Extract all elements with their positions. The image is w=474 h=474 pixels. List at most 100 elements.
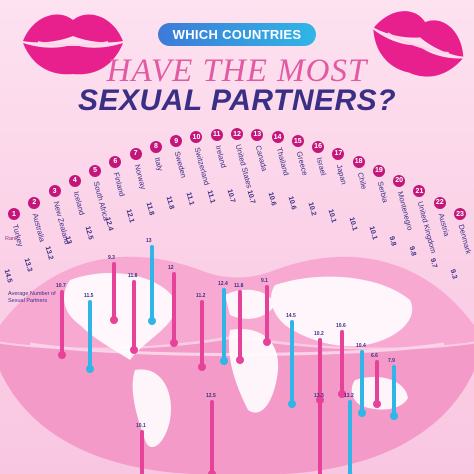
country-name: Serbia bbox=[375, 180, 390, 204]
country-value: 10.6 bbox=[266, 191, 277, 207]
average-label: Average Number of Sexual Partners bbox=[8, 291, 56, 304]
country-value: 12.5 bbox=[83, 225, 94, 241]
rank-badge: 21 bbox=[413, 185, 426, 198]
rank-badge: 1 bbox=[8, 208, 20, 220]
map-bar-value: 13.3 bbox=[314, 393, 324, 399]
map-bar bbox=[360, 350, 364, 412]
rank-badge: 18 bbox=[352, 155, 365, 168]
country-name: Canada bbox=[253, 144, 270, 172]
lips-right-icon bbox=[373, 11, 464, 77]
map-bar-value: 12 bbox=[168, 265, 174, 271]
rank-badge: 22 bbox=[433, 196, 446, 209]
map-bar bbox=[150, 245, 154, 320]
map-bar-bulb bbox=[208, 469, 216, 474]
rank-badge: 2 bbox=[28, 196, 41, 209]
rank-badge: 13 bbox=[251, 128, 264, 141]
map-bar bbox=[132, 280, 136, 349]
map-bar bbox=[392, 365, 396, 415]
map-bar bbox=[340, 330, 344, 393]
country-value: 10.7 bbox=[225, 188, 236, 204]
title-line-1: HAVE THE MOST bbox=[106, 53, 368, 89]
map-bar bbox=[348, 400, 352, 474]
map-bar-value: 7.9 bbox=[388, 358, 395, 364]
country-name: Austria bbox=[436, 211, 452, 237]
country-name: South Africa bbox=[91, 180, 111, 222]
country-name: Ireland bbox=[213, 144, 229, 169]
map-bar-value: 12.5 bbox=[206, 393, 216, 399]
rank-badge: 14 bbox=[271, 131, 284, 144]
country-value: 10.1 bbox=[347, 216, 358, 232]
map-bar bbox=[222, 288, 226, 360]
map-bar-bulb bbox=[220, 357, 228, 365]
title-line-2: SEXUAL PARTNERS? bbox=[77, 84, 397, 117]
map-bar-value: 9.1 bbox=[261, 278, 268, 284]
map-bar bbox=[318, 400, 322, 474]
rank-badge: 7 bbox=[129, 147, 142, 160]
rank-badge: 10 bbox=[190, 131, 203, 144]
map-bar-value: 10.1 bbox=[136, 423, 146, 429]
country-name: Israel bbox=[314, 156, 329, 177]
rank-badge: 19 bbox=[372, 164, 385, 177]
rank-badge: 20 bbox=[393, 174, 406, 187]
map-bar-value: 10.2 bbox=[314, 331, 324, 337]
map-bar-bulb bbox=[358, 409, 366, 417]
country-value: 10.1 bbox=[326, 208, 338, 224]
map-bar bbox=[88, 300, 92, 368]
map-bar-bulb bbox=[86, 364, 94, 373]
country-name: Chile bbox=[355, 170, 369, 190]
country-value: 9.8 bbox=[387, 235, 398, 247]
map-bar-value: 10.7 bbox=[56, 283, 66, 289]
rank-badge: 23 bbox=[454, 208, 466, 220]
map-bar-value: 13.2 bbox=[344, 393, 354, 399]
country-name: Norway bbox=[132, 162, 148, 190]
map-bar-value: 9.3 bbox=[108, 255, 115, 261]
rank-badge: 3 bbox=[48, 185, 61, 198]
country-value: 10.1 bbox=[367, 225, 378, 241]
country-name: Greece bbox=[294, 150, 310, 177]
map-bar bbox=[112, 262, 116, 319]
rank-badge: 15 bbox=[291, 135, 304, 148]
country-value: 11.8 bbox=[164, 195, 175, 211]
header-badge: WHICH COUNTRIES bbox=[158, 23, 316, 46]
map-bar-bulb bbox=[148, 317, 156, 325]
rank-badge: 17 bbox=[332, 147, 345, 160]
map-bar bbox=[238, 290, 242, 359]
map-bar-value: 11.2 bbox=[196, 293, 206, 299]
map-bar-bulb bbox=[236, 356, 244, 364]
map-bar-value: 10.6 bbox=[336, 323, 346, 329]
map-bar bbox=[200, 300, 204, 366]
map-bar bbox=[318, 338, 322, 399]
country-value: 11.8 bbox=[144, 201, 155, 216]
rank-badge: 16 bbox=[312, 140, 325, 153]
map-bar-value: 11.8 bbox=[234, 283, 244, 289]
lips-map-background bbox=[0, 256, 474, 474]
country-value: 12.4 bbox=[103, 216, 115, 232]
map-bar-bulb bbox=[198, 363, 206, 371]
rank-badge: 12 bbox=[231, 128, 243, 140]
rank-badge: 6 bbox=[109, 155, 122, 168]
country-name: Australia bbox=[30, 211, 48, 243]
country-name: Iceland bbox=[71, 190, 87, 216]
map-bar bbox=[172, 272, 176, 342]
rank-label: Rank bbox=[5, 236, 18, 242]
map-bar-value: 6.6 bbox=[371, 353, 378, 359]
map-bar-bulb bbox=[263, 337, 271, 346]
country-name: Japan bbox=[335, 162, 349, 185]
country-name: Switzerland bbox=[193, 146, 212, 187]
map-bar-value: 11.8 bbox=[128, 273, 138, 279]
map-bar-value: 13 bbox=[146, 238, 152, 244]
map-bar-bulb bbox=[390, 411, 398, 420]
map-bar bbox=[290, 320, 294, 403]
country-name: Thailand bbox=[274, 146, 291, 177]
map-bar-value: 12.4 bbox=[218, 281, 228, 287]
country-value: 10.7 bbox=[245, 189, 257, 205]
map-bar bbox=[60, 290, 64, 354]
map-bar bbox=[265, 285, 269, 341]
map-bar-bulb bbox=[338, 390, 346, 398]
map-bar-bulb bbox=[58, 350, 66, 359]
map-bar bbox=[140, 430, 144, 474]
map-bar-value: 14.5 bbox=[286, 313, 296, 319]
map-bar bbox=[375, 360, 379, 403]
country-name: Montenegro bbox=[395, 190, 415, 232]
